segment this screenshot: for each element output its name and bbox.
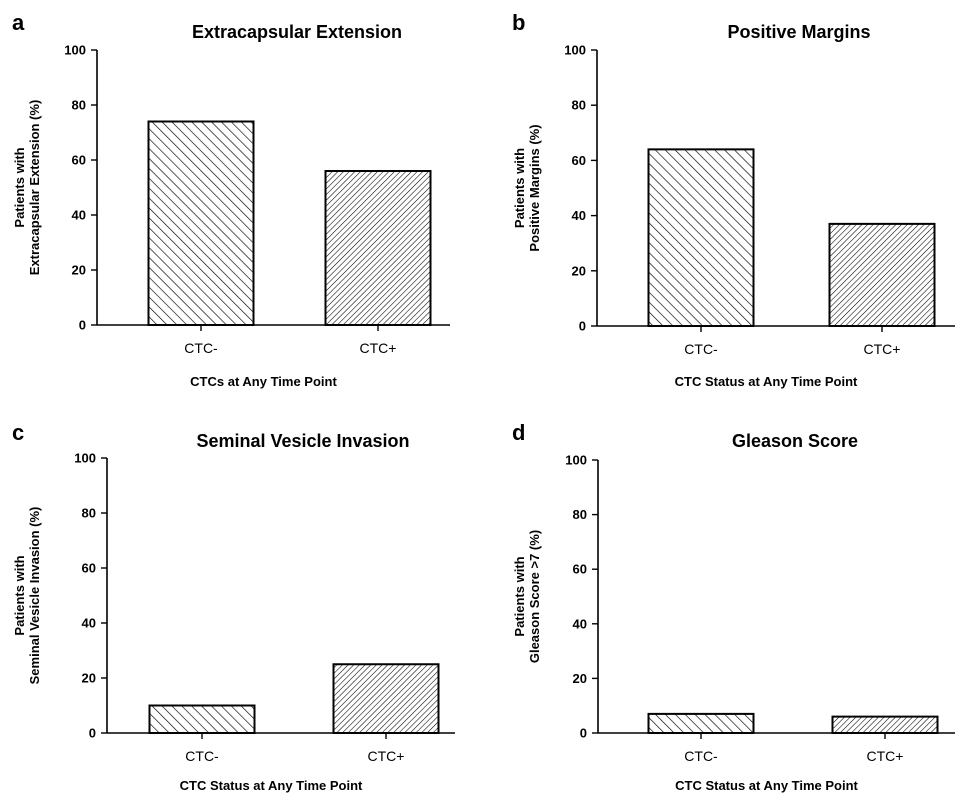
chart-panel-a: a Extracapsular Extension 0 20 40 60 80 100 CTC-…: [12, 10, 450, 389]
y-tick-label: 60: [572, 153, 586, 168]
y-tick-label: 40: [572, 208, 586, 223]
chart-title: Seminal Vesicle Invasion: [196, 431, 409, 451]
y-axis-label-line: Patients with: [512, 556, 527, 636]
y-tick-label: 100: [565, 453, 587, 468]
y-tick-label: 100: [564, 43, 586, 58]
bar-ctc-neg: [647, 712, 755, 735]
y-axis-label-line: Gleason Score >7 (%): [527, 530, 542, 663]
y-tick-label: 80: [572, 98, 586, 113]
y-axis-label-line: Patients with: [512, 148, 527, 228]
y-axis-label-line: Positive Margins (%): [527, 124, 542, 251]
bar-ctc-pos: [828, 222, 936, 328]
y-tick-label: 20: [573, 671, 587, 686]
x-category-label: CTC+: [360, 340, 397, 356]
x-axis-label: CTC Status at Any Time Point: [675, 374, 858, 389]
y-tick-label: 40: [82, 616, 96, 631]
y-tick-label: 20: [72, 263, 86, 278]
y-axis-label-line: Patients with: [12, 147, 27, 227]
panel-letter: a: [12, 10, 25, 35]
x-category-label: CTC-: [684, 341, 718, 357]
bar-ctc-neg: [147, 120, 255, 326]
chart-panel-d: d Gleason Score 0 20 40 60 80 100 CTC- CTC+ CTC St…: [512, 420, 955, 793]
y-axis-label-line: Seminal Vesicle Invasion (%): [27, 507, 42, 685]
chart-title: Positive Margins: [727, 22, 870, 42]
y-axis-label: Patients withPositive Margins (%): [512, 124, 542, 251]
y-tick-label: 20: [82, 671, 96, 686]
y-axis-label-line: Patients with: [12, 555, 27, 635]
y-tick-label: 80: [573, 507, 587, 522]
y-tick-label: 60: [82, 561, 96, 576]
y-tick-label: 0: [579, 319, 586, 334]
x-axis-label: CTC Status at Any Time Point: [675, 778, 858, 793]
y-tick-label: 100: [74, 451, 96, 466]
y-tick-label: 40: [573, 616, 587, 631]
y-axis-label: Patients withExtracapsular Extension (%): [12, 100, 42, 276]
bar-ctc-neg: [647, 148, 755, 327]
y-tick-label: 60: [72, 153, 86, 168]
y-tick-label: 100: [64, 43, 86, 58]
x-category-label: CTC+: [368, 748, 405, 764]
y-tick-label: 80: [82, 506, 96, 521]
panel-letter: c: [12, 420, 24, 445]
panel-letter: d: [512, 420, 525, 445]
chart-title: Extracapsular Extension: [192, 22, 402, 42]
bar-ctc-pos: [332, 663, 440, 734]
y-tick-label: 0: [580, 726, 587, 741]
chart-panel-c: c Seminal Vesicle Invasion 0 20 40 60 80 100 CTC…: [12, 420, 455, 793]
bar-ctc-neg: [148, 704, 256, 734]
x-category-label: CTC-: [184, 340, 218, 356]
bar-ctc-pos: [324, 170, 432, 326]
y-axis-label: Patients withGleason Score >7 (%): [512, 530, 542, 663]
y-tick-label: 20: [572, 263, 586, 278]
x-category-label: CTC+: [864, 341, 901, 357]
x-category-label: CTC-: [684, 748, 718, 764]
y-axis-label: Patients withSeminal Vesicle Invasion (%…: [12, 507, 42, 685]
bar-ctc-pos: [831, 715, 939, 734]
y-tick-label: 80: [72, 98, 86, 113]
y-tick-label: 0: [79, 318, 86, 333]
y-tick-label: 60: [573, 562, 587, 577]
panel-letter: b: [512, 10, 525, 35]
x-category-label: CTC-: [185, 748, 219, 764]
x-axis-label: CTC Status at Any Time Point: [180, 778, 363, 793]
y-tick-label: 0: [89, 726, 96, 741]
chart-panel-b: b Positive Margins 0 20 40 60 80 100 CTC- CTC+ CTC…: [512, 10, 955, 389]
y-axis-label-line: Extracapsular Extension (%): [27, 100, 42, 276]
y-tick-label: 40: [72, 208, 86, 223]
x-category-label: CTC+: [867, 748, 904, 764]
chart-title: Gleason Score: [732, 431, 858, 451]
x-axis-label: CTCs at Any Time Point: [190, 374, 337, 389]
